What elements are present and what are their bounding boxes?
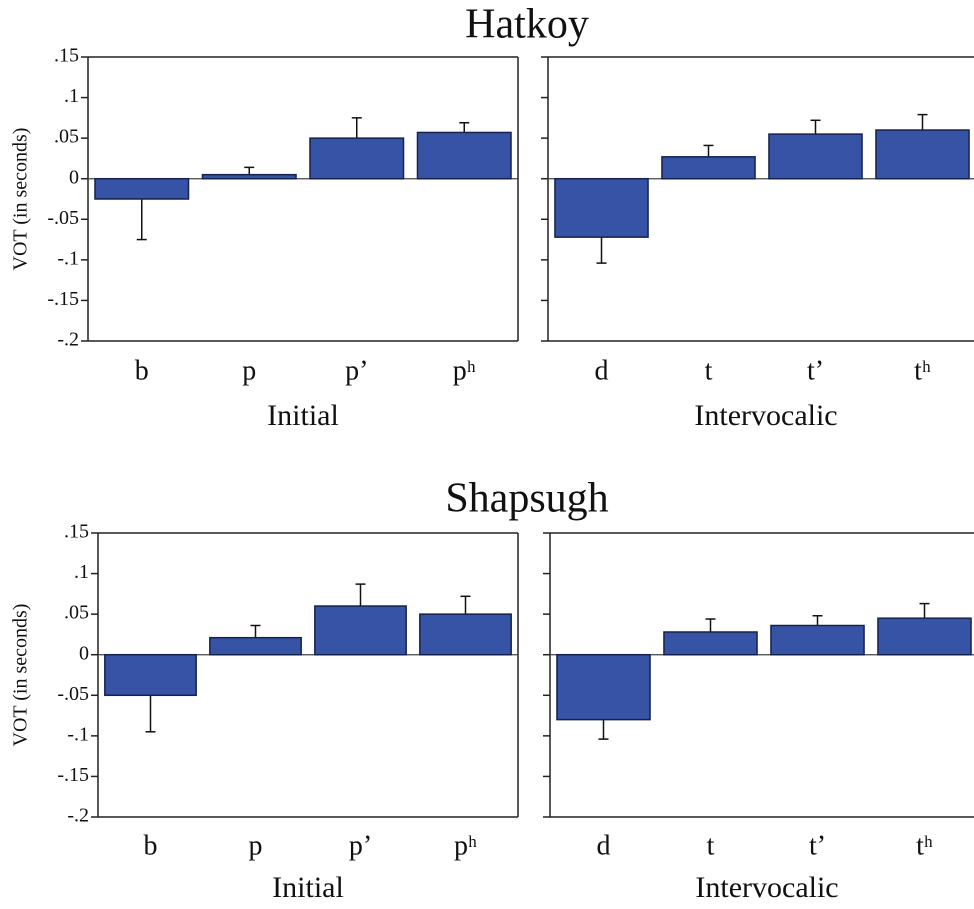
y-axis-label: VOT (in seconds) bbox=[10, 604, 32, 747]
bar bbox=[314, 605, 407, 656]
bar bbox=[554, 177, 649, 238]
y-tick-label: -.15 bbox=[57, 764, 89, 786]
y-tick-label: -.1 bbox=[67, 723, 89, 745]
bar bbox=[556, 653, 651, 721]
x-axis-label: Initial bbox=[267, 399, 339, 432]
bar bbox=[94, 177, 190, 200]
x-tick-label: t’ bbox=[807, 355, 824, 386]
x-tick-label: p bbox=[242, 355, 256, 386]
chart-title: Shapsugh bbox=[445, 476, 608, 522]
y-tick-label: .15 bbox=[64, 521, 89, 543]
x-tick-label: pʰ bbox=[453, 355, 476, 386]
x-tick-label: d bbox=[595, 355, 609, 386]
x-tick-label: p’ bbox=[349, 830, 372, 861]
bar bbox=[768, 133, 863, 180]
y-tick-label: .15 bbox=[54, 45, 79, 67]
bar bbox=[770, 624, 865, 656]
bar bbox=[416, 131, 512, 180]
y-tick-label: .05 bbox=[64, 602, 89, 624]
x-tick-label: d bbox=[597, 830, 611, 861]
x-tick-label: b bbox=[144, 830, 158, 861]
y-tick-label: .1 bbox=[64, 85, 79, 107]
y-tick-label: -.05 bbox=[47, 207, 79, 229]
x-tick-label: t’ bbox=[809, 830, 826, 861]
bar bbox=[104, 653, 197, 697]
y-tick-label: 0 bbox=[69, 166, 79, 188]
y-tick-label: .1 bbox=[74, 561, 89, 583]
x-tick-label: t bbox=[705, 355, 713, 386]
bar bbox=[201, 173, 297, 180]
x-axis-label: Intervocalic bbox=[694, 399, 837, 432]
x-tick-label: tʰ bbox=[914, 355, 931, 386]
bar bbox=[309, 137, 405, 180]
y-tick-label: -.2 bbox=[57, 329, 79, 351]
bar bbox=[661, 156, 756, 180]
chart-title: Hatkoy bbox=[465, 2, 589, 48]
x-tick-label: pʰ bbox=[454, 830, 477, 861]
bar bbox=[875, 129, 970, 180]
bar bbox=[663, 631, 758, 656]
y-tick-label: -.05 bbox=[57, 683, 89, 705]
x-tick-label: b bbox=[135, 355, 149, 386]
x-tick-label: tʰ bbox=[916, 830, 933, 861]
x-tick-label: p bbox=[249, 830, 263, 861]
y-tick-label: .05 bbox=[54, 126, 79, 148]
y-tick-label: -.15 bbox=[47, 288, 79, 310]
y-tick-label: -.1 bbox=[57, 247, 79, 269]
x-axis-label: Intervocalic bbox=[695, 871, 838, 904]
x-axis-label: Initial bbox=[272, 871, 344, 904]
x-tick-label: t bbox=[707, 830, 715, 861]
bar bbox=[877, 617, 972, 656]
bar bbox=[209, 636, 302, 656]
bar bbox=[419, 613, 512, 656]
y-axis-label: VOT (in seconds) bbox=[10, 128, 32, 271]
x-tick-label: p’ bbox=[345, 355, 368, 386]
y-tick-label: -.2 bbox=[67, 805, 89, 827]
y-tick-label: 0 bbox=[79, 642, 89, 664]
